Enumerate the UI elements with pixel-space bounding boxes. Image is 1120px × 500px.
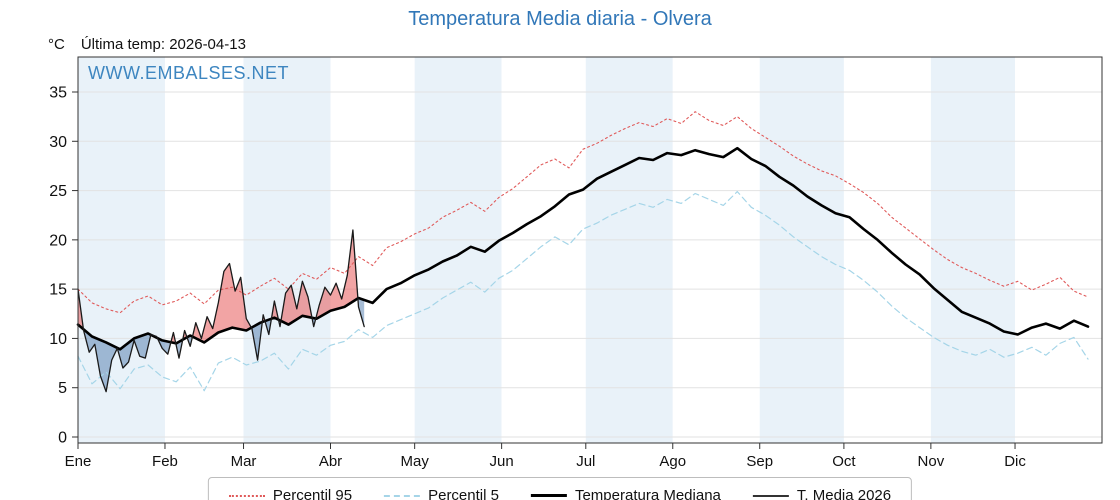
fill-above-median xyxy=(316,230,358,318)
fill-below-median xyxy=(187,335,193,347)
month-band xyxy=(164,57,244,443)
y-tick-label: 25 xyxy=(49,183,67,200)
fill-below-median xyxy=(175,339,183,359)
y-axis-unit-label: °C xyxy=(48,36,65,53)
series-percentil-5 xyxy=(77,191,1089,392)
x-tick-label: Dic xyxy=(1004,453,1026,470)
series-temperatura-mediana xyxy=(76,146,1090,351)
month-band xyxy=(78,57,165,443)
y-tick-label: 30 xyxy=(49,134,67,151)
y-tick-label: 10 xyxy=(49,331,67,348)
month-band xyxy=(930,57,1016,443)
legend-label: Percentil 5 xyxy=(428,487,499,500)
p95-line-swatch xyxy=(228,494,265,497)
fill-above-median xyxy=(192,263,252,341)
fill-above-median xyxy=(271,301,279,320)
legend-item-percentil-95: Percentil 95 xyxy=(228,487,353,500)
legend-label: T. Media 2026 xyxy=(796,487,892,500)
fill-below-median xyxy=(264,318,272,335)
y-tick-label: 15 xyxy=(49,282,67,299)
legend-item-t-media-2026: T. Media 2026 xyxy=(752,487,892,500)
legend-item-mediana: Temperatura Mediana xyxy=(530,487,721,500)
chart-svg: 0 5 10 15 20 25 30 35 Ene Feb Mar Abr May Jun Jul Ago Se… xyxy=(49,56,1103,470)
month-band xyxy=(1015,57,1102,443)
p5-line-swatch xyxy=(384,494,421,497)
series-percentil-95 xyxy=(77,111,1089,314)
t2026-line-swatch xyxy=(752,494,789,497)
month-band xyxy=(585,57,673,443)
x-axis: Ene Feb Mar Abr May Jun Jul Ago Sep Oct Nov Dic xyxy=(65,443,1026,470)
median-line-swatch xyxy=(530,494,567,497)
x-tick-label: Ago xyxy=(659,453,686,470)
x-tick-label: Abr xyxy=(319,453,342,470)
x-tick-label: Nov xyxy=(918,453,945,470)
x-tick-label: Oct xyxy=(832,453,856,470)
x-tick-label: May xyxy=(400,453,429,470)
last-temp-label: Última temp: 2026-04-13 xyxy=(80,36,246,53)
x-tick-label: Mar xyxy=(231,453,257,470)
deviation-fills xyxy=(78,230,365,392)
x-tick-label: Jul xyxy=(576,453,595,470)
month-band xyxy=(243,57,331,443)
legend: Percentil 95 Percentil 5 Temperatura Med… xyxy=(207,477,913,500)
fill-below-median xyxy=(83,329,151,392)
x-tick-label: Feb xyxy=(152,453,178,470)
y-tick-label: 5 xyxy=(58,380,67,397)
month-band xyxy=(759,57,844,443)
x-tick-label: Sep xyxy=(746,453,773,470)
series-t-media-2026 xyxy=(77,229,365,393)
gridlines xyxy=(78,91,1102,438)
legend-item-percentil-5: Percentil 5 xyxy=(384,487,499,500)
fill-below-median xyxy=(251,322,263,361)
y-tick-label: 35 xyxy=(49,85,67,102)
legend-label: Percentil 95 xyxy=(272,487,353,500)
month-bands xyxy=(78,57,1102,443)
legend-label: Temperatura Mediana xyxy=(574,487,721,500)
y-tick-label: 20 xyxy=(49,232,67,249)
y-axis: 0 5 10 15 20 25 30 35 xyxy=(49,85,78,447)
x-tick-label: Jun xyxy=(490,453,514,470)
plot-border xyxy=(77,56,1103,444)
y-tick-label: 0 xyxy=(58,430,67,447)
month-band xyxy=(672,57,760,443)
chart-title: Temperatura Media diaria - Olvera xyxy=(408,8,712,30)
header-row: °C Última temp: 2026-04-13 xyxy=(48,36,246,53)
x-tick-label: Ene xyxy=(65,453,92,470)
fill-above-median xyxy=(280,281,312,324)
month-band xyxy=(330,57,415,443)
month-band xyxy=(501,57,586,443)
